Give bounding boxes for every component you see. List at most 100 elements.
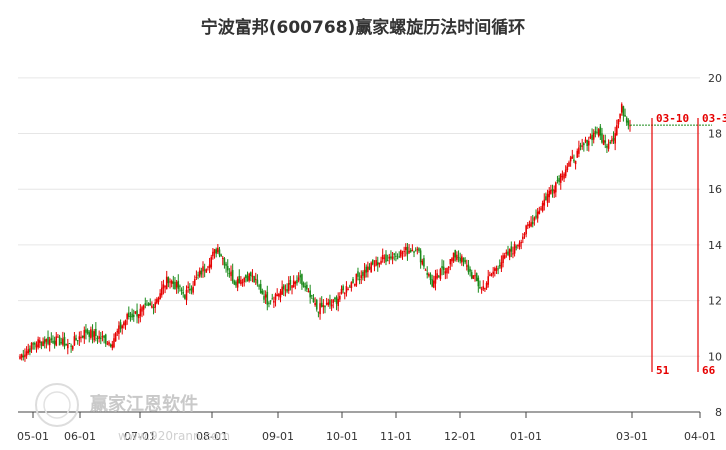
candle-body [147,303,150,306]
candle-body [462,257,465,262]
candle-body [470,272,473,279]
candle-body [558,178,560,183]
candle-body [200,270,203,275]
candle-body [179,285,181,287]
candle-body [408,250,410,253]
cycle-count-label: 51 [656,364,670,377]
candle-body [597,129,600,137]
candle-body [47,336,49,344]
candle-body [304,286,307,288]
candle-body [269,300,272,302]
candle-body [419,250,422,263]
candle-body [65,344,67,346]
candle-body [317,311,320,313]
candle-body [101,336,104,338]
candle-body [170,280,173,284]
x-tick-label: 11-01 [380,430,412,443]
candle-body [489,274,491,276]
candle-body [42,341,44,347]
candle-body [401,252,404,254]
candle-body [57,336,59,338]
candle-body [553,189,555,194]
candle-body [139,308,142,316]
candle-body [530,222,532,227]
candle-body [591,134,593,141]
candle-body [190,288,193,291]
candle-body [256,279,259,284]
candle-body [424,269,427,271]
candle-body [367,266,369,273]
candle-body [428,273,430,276]
candle-body [159,293,161,300]
candle-body [98,336,100,339]
candle-body [185,289,188,301]
candle-body [393,253,396,255]
candle-body [264,294,267,298]
candle-body [423,258,425,267]
candle-body [129,315,132,317]
candle-body [355,273,358,286]
x-tick-label: 10-01 [326,430,358,443]
candle-body [449,259,452,265]
candle-body [599,126,602,136]
candle-body [192,286,194,293]
candle-body [413,251,415,253]
candle-body [421,260,424,265]
candle-body [545,196,547,201]
candle-body [523,234,526,236]
candle-body [548,190,551,198]
candle-body [540,208,542,210]
x-tick-label: 04-01 [684,430,716,443]
candle-body [319,303,321,315]
candle-body [357,271,359,277]
candle-body [189,289,191,291]
candle-body [571,156,574,159]
candle-body [480,288,483,290]
candle-body [386,260,389,262]
candle-body [207,266,209,268]
candle-body [617,119,620,125]
candle-body [498,265,501,267]
candle-body [579,145,582,147]
candle-body [78,336,81,340]
candle-body [447,266,450,268]
candle-body [113,338,115,348]
candle-body [335,297,338,304]
candle-body [375,260,377,266]
candle-body [543,199,546,206]
candle-body [363,269,366,278]
candle-body [289,279,292,285]
candle-body [433,280,435,288]
candle-body [472,275,475,279]
candle-body [85,329,87,333]
candle-body [311,295,313,297]
candle-body [25,351,28,356]
candle-body [67,344,69,349]
candle-body [446,268,448,274]
candle-body [299,275,302,278]
candle-body [281,286,283,295]
candle-body [58,336,61,346]
candle-body [465,265,468,267]
candle-body [439,269,442,279]
candle-body [403,251,405,253]
candle-body [165,276,168,290]
candle-body [203,269,206,271]
candle-body [601,133,603,143]
candle-body [95,328,97,336]
candle-body [531,221,534,225]
candle-body [381,255,384,260]
candle-body [345,286,348,293]
candle-body [154,302,156,308]
watermark-url: www.920rann.com [118,429,230,443]
candle-body [518,242,521,247]
candle-body [569,157,572,162]
candle-body [624,114,626,117]
candle-body [251,275,254,277]
candle-body [287,283,290,291]
candle-body [587,140,590,146]
candle-body [604,140,607,143]
candle-body [584,139,587,142]
candle-body [91,330,94,337]
